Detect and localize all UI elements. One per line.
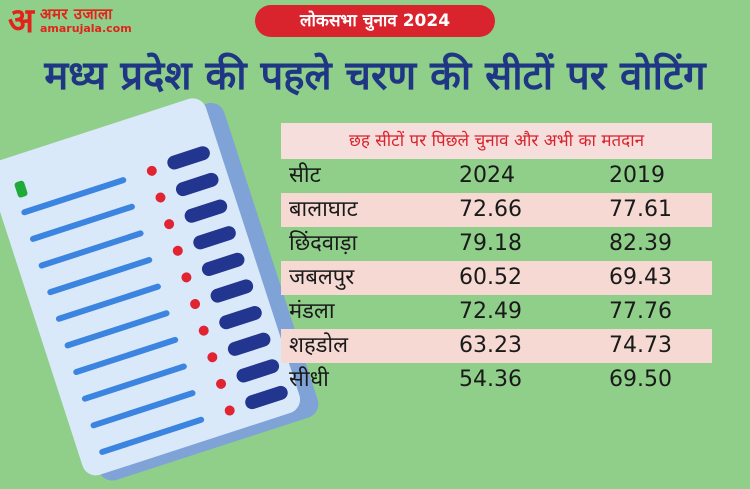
ballot-button-icon (182, 197, 229, 225)
ballot-button-icon (165, 144, 212, 172)
header-2024: 2024 (459, 163, 515, 188)
table-row: बालाघाट 72.66 77.61 (281, 193, 712, 227)
turnout-2019: 77.76 (609, 299, 672, 324)
ballot-dot-icon (197, 324, 211, 337)
ballot-button-icon (191, 224, 238, 252)
ballot-row (63, 277, 255, 352)
seat-name: बालाघाट (289, 197, 358, 222)
page-title: मध्य प्रदेश की पहले चरण की सीटों पर वोटि… (44, 53, 706, 99)
ballot-button-icon (200, 250, 247, 278)
ballot-dot-icon (214, 377, 228, 391)
seat-name: छिंदवाड़ा (289, 231, 358, 256)
ballot-row (98, 384, 290, 458)
election-badge: लोकसभा चुनाव 2024 (255, 5, 495, 37)
ballot-row (29, 171, 221, 245)
ballot-button-icon (174, 171, 221, 198)
logo-site: amarujala.com (40, 22, 132, 35)
seat-name: मंडला (289, 299, 335, 324)
green-mark-icon (13, 179, 29, 199)
turnout-2019: 82.39 (609, 231, 672, 256)
turnout-2019: 74.73 (609, 333, 672, 358)
turnout-2024: 54.36 (459, 367, 522, 392)
ballot-dot-icon (171, 244, 185, 258)
turnout-2024: 72.66 (459, 197, 522, 222)
seat-name: सीधी (289, 367, 329, 392)
table-row: जबलपुर 60.52 69.43 (281, 261, 712, 295)
turnout-2024: 63.23 (459, 333, 522, 358)
turnout-2019: 77.61 (609, 197, 672, 222)
ballot-row (37, 197, 229, 272)
turnout-2024: 60.52 (459, 265, 522, 290)
seat-name: शहडोल (289, 333, 349, 358)
ballot-dot-icon (154, 191, 167, 204)
table-row: शहडोल 63.23 74.73 (281, 329, 712, 363)
ballot-button-icon (208, 277, 255, 305)
ballot-dot-icon (180, 271, 193, 284)
ballot-sheet (0, 94, 304, 480)
ballot-row (46, 224, 238, 298)
logo-brand: अमर उजाला (40, 5, 113, 23)
ballot-dot-icon (145, 164, 159, 178)
table-caption: छह सीटों पर पिछले चुनाव और अभी का मतदान (281, 123, 712, 159)
ballot-button-icon (217, 304, 264, 332)
ballot-dot-icon (206, 350, 219, 364)
header-2019: 2019 (609, 163, 665, 188)
ballot-row (89, 357, 281, 431)
turnout-2019: 69.43 (609, 265, 672, 290)
ballot-row (20, 144, 212, 218)
amarujala-logo[interactable]: अ अमर उजाला amarujala.com (6, 1, 146, 42)
table-row: सीधी 54.36 69.50 (281, 363, 712, 397)
ballot-row (72, 304, 264, 378)
ballot-dot-icon (162, 217, 176, 231)
ballot-button-icon (226, 330, 273, 358)
turnout-2019: 69.50 (609, 367, 672, 392)
table-row: मंडला 72.49 77.76 (281, 295, 712, 329)
header-seat: सीट (289, 163, 321, 188)
table-row: छिंदवाड़ा 79.18 82.39 (281, 227, 712, 261)
ballot-dot-icon (223, 404, 236, 417)
ballot-button-icon (234, 357, 281, 385)
ballot-row (81, 330, 273, 405)
turnout-table: छह सीटों पर पिछले चुनाव और अभी का मतदान … (281, 123, 712, 397)
turnout-2024: 79.18 (459, 231, 522, 256)
table-header-row: सीट 2024 2019 (281, 159, 712, 193)
ballot-row (55, 250, 247, 325)
seat-name: जबलपुर (289, 265, 355, 290)
logo-symbol: अ (8, 1, 34, 41)
ballot-dot-icon (188, 297, 202, 311)
ballot-paper-icon (0, 91, 323, 485)
turnout-2024: 72.49 (459, 299, 522, 324)
